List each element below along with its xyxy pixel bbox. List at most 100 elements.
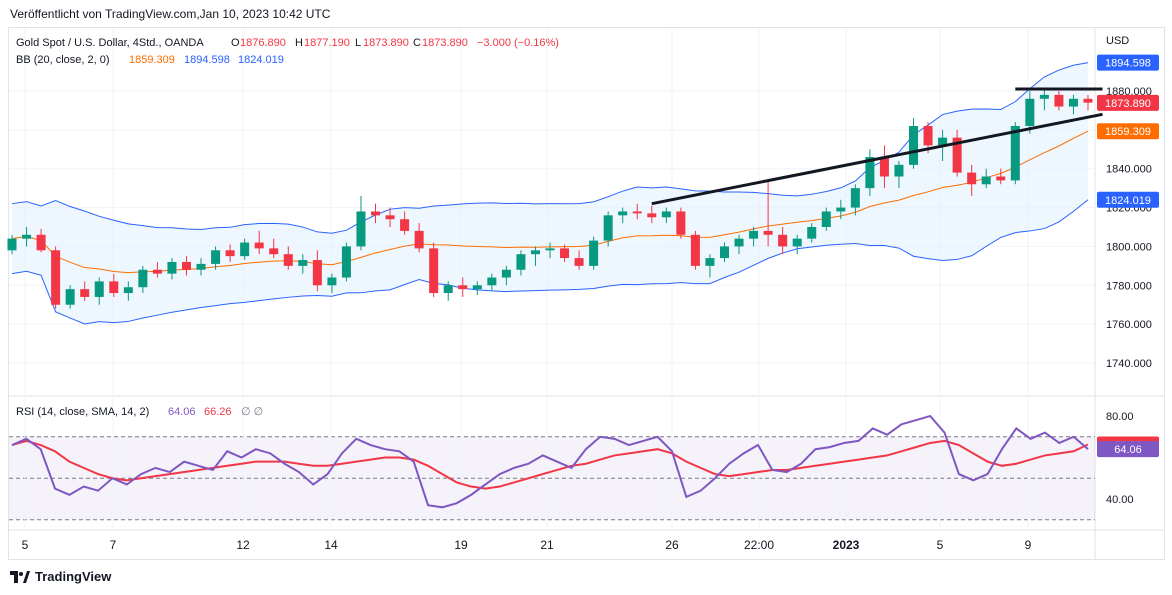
time-tick-label: 9 [1025,538,1032,552]
candle-body [894,164,904,177]
candle [240,238,250,261]
candle-body [123,287,133,294]
tag-rsi-bg [1097,441,1159,458]
price-tick-label: 1740.000 [1106,358,1152,370]
time-tick-label: 14 [324,538,338,552]
candle [400,211,410,235]
candle-body [865,157,875,189]
candle-body [240,242,250,257]
candle-body [312,260,322,286]
candle-body [196,263,206,270]
candle [65,285,75,309]
candle-body [181,261,191,270]
candle-body [211,250,221,264]
candle [749,227,759,247]
candle-body [589,240,599,266]
time-tick-label: 19 [454,538,468,552]
candle-body [254,242,264,249]
candle [138,265,148,294]
candle [196,258,206,276]
candle [327,273,337,294]
candle-body [618,211,628,216]
candle [211,246,221,270]
candle-body [792,238,802,247]
candle-body [356,211,366,247]
candle-body [225,250,235,257]
rsi-pane[interactable] [11,414,1089,509]
candle-body [705,258,715,266]
candle-body [443,285,453,294]
candle-body [661,211,671,218]
brand-name: TradingView [35,569,112,584]
rsi-label: RSI (14, close, SMA, 14, 2) [16,406,149,418]
rsi-tick-label: 40.00 [1106,494,1134,506]
legend-h-value: 1877.190 [304,37,350,49]
tag-bb-upper-bg [1097,54,1159,71]
candle [429,242,439,297]
candle [603,211,613,247]
tag-last-price-text: 1873.890 [1105,98,1151,110]
time-tick-label: 5 [937,538,944,552]
candle [254,230,264,255]
legend-change: −3.000 (−0.16%) [477,37,559,49]
time-tick-label: 21 [540,538,554,552]
candle [647,205,657,224]
time-tick-label: 2023 [833,538,860,552]
candle [385,207,395,227]
candle-body [1039,94,1049,99]
tag-bb-basis-bg [1097,123,1159,140]
candle-body [152,269,162,274]
rsi-line [11,414,1089,509]
candle [269,238,279,259]
published-note: Veröffentlicht von TradingView.com,Jan 1… [10,7,331,21]
rsi-value: 64.06 [168,406,196,418]
candle [414,223,424,253]
candle [167,258,177,280]
candle [792,234,802,255]
candle-body [1010,125,1020,181]
candle-body [501,269,511,278]
rsi-ma-line [11,439,1089,490]
candle [371,203,381,224]
candle [1025,91,1035,134]
candle-body [690,234,700,266]
candle [516,250,526,276]
candle-body [836,207,846,212]
candle-body [283,254,293,266]
candle-body [938,137,948,146]
candle-body [676,211,686,235]
legend-l-value: 1873.890 [363,37,409,49]
candle-body [574,258,584,266]
tag-last-price: 1873.890 [1097,94,1159,111]
candle [909,118,919,169]
candle [1083,94,1093,111]
legend-o-value: 1876.890 [240,37,286,49]
candle [458,277,468,297]
candle-body [414,230,424,249]
candles[interactable] [7,89,1093,309]
tag-bb-upper-text: 1894.598 [1105,58,1151,70]
candle [36,228,46,253]
candle [443,281,453,301]
candle [94,277,104,305]
candle [80,281,90,301]
bb-label: BB (20, close, 2, 0) [16,54,110,66]
legend-l-label: L [355,37,361,49]
candle [560,244,570,262]
axes: 1880.0001860.0001840.0001820.0001800.000… [22,54,1159,552]
candle [632,203,642,220]
candle-body [65,289,75,305]
candle-body [516,254,526,270]
candle-body [807,227,817,239]
candle [865,149,875,196]
candle-body [821,211,831,227]
candle [356,195,366,251]
tradingview-logo[interactable]: TradingView [10,569,111,584]
candle [152,261,162,278]
trendlines[interactable] [651,87,1103,206]
candle-body [458,285,468,290]
candle [778,227,788,255]
chart-frame [8,27,1165,560]
candle [952,129,962,177]
